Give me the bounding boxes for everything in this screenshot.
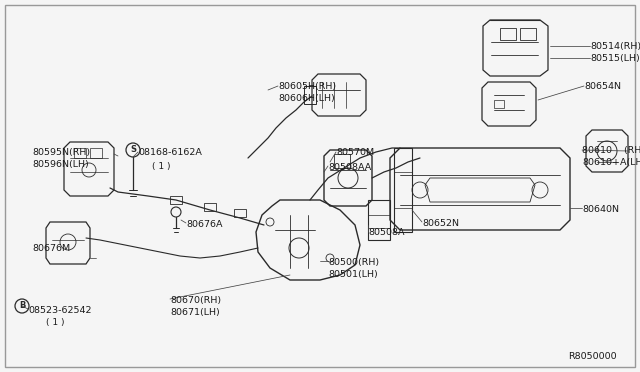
- Text: 80652N: 80652N: [422, 219, 459, 228]
- Bar: [90, 148, 102, 158]
- Text: 08523-62542: 08523-62542: [28, 306, 92, 315]
- Text: ( 1 ): ( 1 ): [152, 162, 170, 171]
- Bar: [334, 154, 350, 168]
- Bar: [170, 196, 182, 204]
- Text: 80508AA: 80508AA: [328, 163, 371, 172]
- Text: 80676M: 80676M: [32, 244, 70, 253]
- Text: 80570M: 80570M: [336, 148, 374, 157]
- Text: 80596N(LH): 80596N(LH): [32, 160, 89, 169]
- Text: 80640N: 80640N: [582, 205, 619, 214]
- Text: 80501(LH): 80501(LH): [328, 270, 378, 279]
- Text: 80676A: 80676A: [186, 220, 223, 229]
- Text: 80515(LH): 80515(LH): [590, 54, 640, 63]
- Text: 80605H(RH): 80605H(RH): [278, 82, 336, 91]
- Text: 80670(RH): 80670(RH): [170, 296, 221, 305]
- Text: 08168-6162A: 08168-6162A: [138, 148, 202, 157]
- Text: S: S: [130, 145, 136, 154]
- Text: 80500(RH): 80500(RH): [328, 258, 379, 267]
- Bar: [234, 209, 246, 217]
- Text: 80671(LH): 80671(LH): [170, 308, 220, 317]
- Bar: [204, 203, 216, 211]
- Bar: [500, 28, 516, 40]
- Bar: [494, 100, 504, 108]
- Text: 80514(RH): 80514(RH): [590, 42, 640, 51]
- Text: B: B: [19, 301, 25, 311]
- Text: 80654N: 80654N: [584, 82, 621, 91]
- Text: 80508A: 80508A: [368, 228, 404, 237]
- Bar: [74, 148, 86, 158]
- Text: 80610+A(LH): 80610+A(LH): [582, 158, 640, 167]
- Bar: [520, 28, 536, 40]
- Text: R8050000: R8050000: [568, 352, 616, 361]
- Text: ( 1 ): ( 1 ): [46, 318, 65, 327]
- Text: 80610    (RH): 80610 (RH): [582, 146, 640, 155]
- Text: 80595N(RH): 80595N(RH): [32, 148, 90, 157]
- Text: 80606H(LH): 80606H(LH): [278, 94, 335, 103]
